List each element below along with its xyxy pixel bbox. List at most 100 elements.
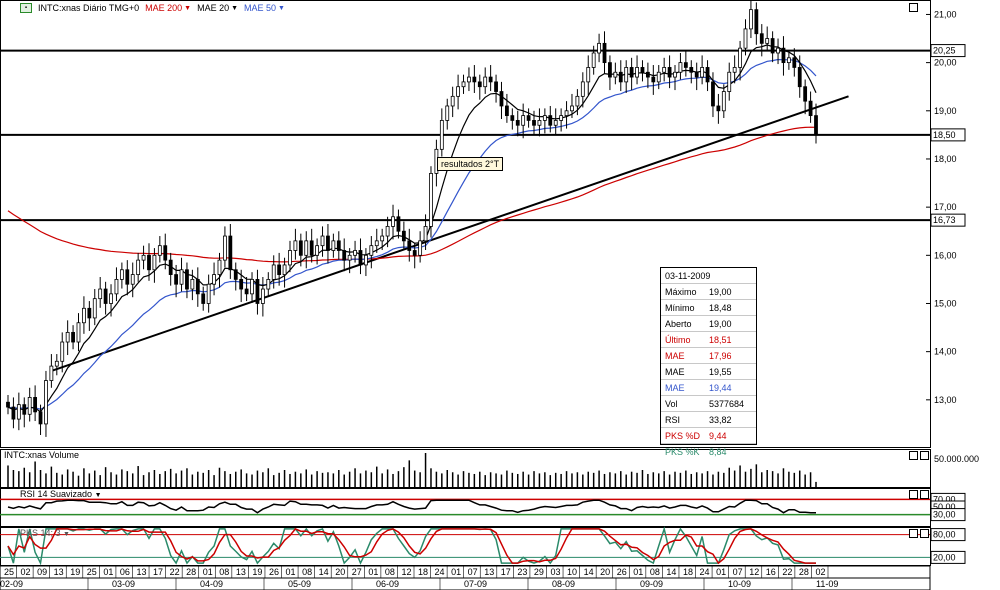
tooltip-value: 33,82 <box>709 414 732 425</box>
day-tick-label: 08 <box>385 567 395 577</box>
day-tick-label: 13 <box>136 567 146 577</box>
legend-mae200[interactable]: MAE 200 ▼ <box>145 3 192 13</box>
close-panel-icon[interactable] <box>920 451 929 460</box>
candle-body <box>157 245 162 256</box>
maximize-panel-icon[interactable] <box>909 451 918 460</box>
candle-body <box>656 71 661 83</box>
candle-body <box>44 380 48 425</box>
close-panel-icon[interactable] <box>920 490 929 499</box>
candle-body <box>255 278 260 304</box>
candle-body <box>548 115 553 126</box>
level-label: 18,50 <box>933 130 956 140</box>
maximize-panel-icon[interactable] <box>909 529 918 538</box>
candle-body <box>608 62 612 78</box>
candle-body <box>82 307 86 324</box>
candle-body <box>705 67 710 83</box>
day-tick-label: 28 <box>186 567 196 577</box>
candle-body <box>38 411 43 425</box>
candle-body <box>223 235 227 261</box>
candle-body <box>504 105 509 117</box>
candle-body <box>765 38 770 44</box>
rsi-panel-title[interactable]: RSI 14 Suavizado ▼ <box>20 489 102 499</box>
candle-body <box>315 245 320 256</box>
month-tick-label: 10-09 <box>728 579 751 589</box>
candle-body <box>776 47 780 54</box>
maximize-panel-icon[interactable] <box>909 490 918 499</box>
y-tick-label: 19,00 <box>934 106 957 116</box>
candle-body <box>494 81 498 92</box>
candle-body <box>271 264 276 280</box>
candle-body <box>16 404 21 420</box>
candle-body <box>781 47 786 64</box>
candle-body <box>98 288 103 300</box>
candle-body <box>407 240 412 251</box>
candle-body <box>721 91 726 112</box>
pks-tick-box <box>930 528 966 542</box>
rsi-tick-label: 70,00 <box>933 494 956 504</box>
day-tick-label: 01 <box>286 567 296 577</box>
candle-body <box>770 38 775 54</box>
candle-body <box>282 264 287 275</box>
candle-body <box>109 293 113 304</box>
month-tick-label: 03-09 <box>112 579 135 589</box>
candle-body <box>645 71 650 78</box>
candle-body <box>11 406 16 420</box>
close-panel-icon[interactable] <box>920 529 929 538</box>
earnings-annotation[interactable]: resultados 2°T <box>437 157 504 171</box>
candle-body <box>439 120 444 150</box>
day-tick-label: 12 <box>749 567 759 577</box>
candle-body <box>678 62 683 73</box>
candle-body <box>797 67 802 88</box>
candle-body <box>374 240 379 247</box>
day-tick-label: 08 <box>219 567 229 577</box>
day-tick-label: 24 <box>435 567 445 577</box>
maximize-panel-icon[interactable] <box>909 3 918 12</box>
candle-body <box>613 71 618 78</box>
candle-body <box>92 298 97 319</box>
candle-body <box>537 120 542 126</box>
volume-panel-title[interactable]: INTC:xnas Volume <box>4 450 80 460</box>
day-tick-label: 13 <box>236 567 246 577</box>
month-tick-label: 07-09 <box>464 579 487 589</box>
candle-body <box>570 105 574 112</box>
candle-body <box>309 240 314 256</box>
tooltip-key: PKS %K <box>665 446 700 457</box>
month-tick-label: 08-09 <box>552 579 575 589</box>
tooltip-row: PKS %K 8,84 <box>661 444 756 459</box>
candle-body <box>76 322 81 343</box>
candle-body <box>391 216 395 227</box>
candle-body <box>689 67 694 73</box>
level-marker <box>930 128 966 142</box>
tooltip-key: RSI <box>665 414 681 425</box>
dropdown-caret-icon: ▼ <box>94 492 102 499</box>
candle-body <box>456 86 460 97</box>
day-tick-label: 19 <box>70 567 80 577</box>
pks-panel-title[interactable]: PKS 14; 3 ▼ <box>20 528 70 538</box>
symbol-title[interactable]: INTC:xnas Diário TMG+0 <box>38 3 140 13</box>
candle-body <box>754 9 759 35</box>
day-tick-label: 03 <box>550 567 560 577</box>
legend-mae50[interactable]: MAE 50 ▼ <box>244 3 285 13</box>
rsi-tick-box <box>930 508 966 522</box>
tooltip-row: Último 18,51 <box>661 332 756 348</box>
month-axis <box>0 577 931 590</box>
rsi-line <box>7 499 816 514</box>
tooltip-value: 19,00 <box>709 286 732 297</box>
candle-body <box>521 115 526 126</box>
candle-body <box>553 120 558 126</box>
candle-body <box>532 120 536 126</box>
pks-tick-label: 80,00 <box>933 530 956 540</box>
candle-body <box>54 360 59 367</box>
candle-body <box>179 269 184 285</box>
day-tick-label: 25 <box>4 567 14 577</box>
day-tick-label: 01 <box>633 567 643 577</box>
candle-body <box>206 283 211 304</box>
candle-body <box>369 245 374 256</box>
month-tick-label: 06-09 <box>376 579 399 589</box>
candle-body <box>586 67 591 83</box>
candle-body <box>515 120 520 126</box>
day-tick-label: 08 <box>302 567 312 577</box>
candle-body <box>472 76 477 83</box>
legend-mae20[interactable]: MAE 20 ▼ <box>197 3 239 13</box>
